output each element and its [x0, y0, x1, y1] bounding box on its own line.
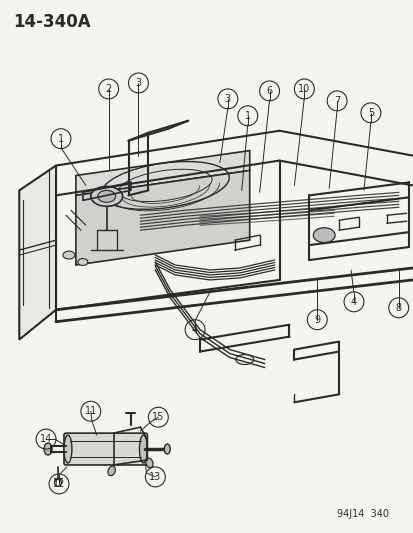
Text: 4: 4 [192, 325, 198, 335]
Text: 12: 12 [53, 479, 65, 489]
Text: 9: 9 [313, 314, 320, 325]
Text: 94J14  340: 94J14 340 [336, 508, 388, 519]
Text: 11: 11 [84, 406, 97, 416]
Text: 1: 1 [58, 134, 64, 144]
Text: 8: 8 [395, 303, 401, 313]
FancyBboxPatch shape [64, 433, 147, 465]
Text: 7: 7 [333, 96, 339, 106]
Text: 3: 3 [224, 94, 230, 104]
Text: 4: 4 [350, 297, 356, 307]
Text: 10: 10 [297, 84, 310, 94]
Ellipse shape [164, 444, 170, 454]
Polygon shape [19, 166, 56, 340]
Ellipse shape [139, 435, 147, 463]
Text: 15: 15 [152, 412, 164, 422]
Text: 5: 5 [367, 108, 373, 118]
Text: 14-340A: 14-340A [13, 13, 91, 31]
Text: 6: 6 [266, 86, 272, 96]
Ellipse shape [78, 259, 88, 265]
Text: 3: 3 [135, 78, 141, 88]
Text: 13: 13 [149, 472, 161, 482]
Ellipse shape [90, 187, 122, 206]
Ellipse shape [97, 190, 115, 203]
Ellipse shape [44, 443, 52, 455]
Ellipse shape [64, 435, 72, 463]
Ellipse shape [145, 458, 153, 468]
Ellipse shape [63, 251, 75, 259]
Polygon shape [76, 171, 249, 265]
Ellipse shape [313, 228, 335, 243]
Text: 2: 2 [105, 84, 112, 94]
Ellipse shape [108, 466, 115, 476]
Text: 14: 14 [40, 434, 52, 444]
Polygon shape [76, 151, 249, 196]
Text: 1: 1 [244, 111, 250, 121]
